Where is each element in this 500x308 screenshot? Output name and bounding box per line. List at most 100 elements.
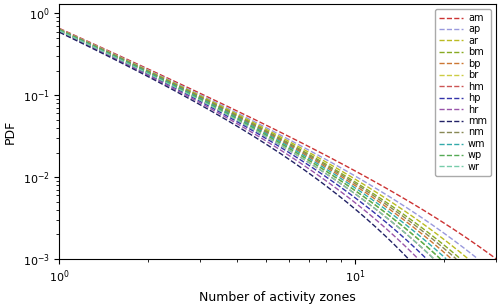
ar <box>323 160 329 164</box>
mm <box>404 255 410 259</box>
ap <box>318 155 324 159</box>
hr <box>56 30 62 34</box>
Y-axis label: PDF: PDF <box>4 120 17 144</box>
wm <box>324 168 330 172</box>
hr <box>382 225 388 229</box>
ap <box>316 154 322 158</box>
ar <box>437 235 443 238</box>
bm <box>449 250 455 254</box>
bp <box>390 210 396 213</box>
wp <box>362 195 368 199</box>
nm <box>453 257 459 261</box>
wp <box>128 63 134 67</box>
Line: wr: wr <box>60 31 434 259</box>
Line: bp: bp <box>60 30 452 259</box>
hm <box>302 158 308 162</box>
hm <box>431 257 437 261</box>
hr <box>344 195 350 199</box>
hp <box>398 233 404 237</box>
ap <box>316 154 322 158</box>
hp <box>344 190 350 194</box>
bm <box>412 221 418 225</box>
ar <box>402 209 408 213</box>
nm <box>432 240 438 243</box>
br <box>362 195 368 199</box>
Line: hp: hp <box>60 31 426 259</box>
wm <box>80 39 86 43</box>
ap <box>56 27 62 31</box>
wm <box>381 206 387 210</box>
bm <box>396 209 402 213</box>
nm <box>56 28 62 32</box>
mm <box>406 257 411 261</box>
hp <box>424 257 430 261</box>
hm <box>56 29 62 33</box>
mm <box>395 246 401 250</box>
wm <box>224 111 230 114</box>
hr <box>356 204 362 208</box>
mm <box>168 87 174 91</box>
wr <box>362 200 368 203</box>
bp <box>386 208 392 211</box>
br <box>56 29 62 32</box>
nm <box>312 157 318 161</box>
am <box>479 247 485 250</box>
ap <box>474 257 480 261</box>
mm <box>126 65 132 68</box>
Line: wp: wp <box>60 30 440 259</box>
br <box>438 257 444 261</box>
am <box>493 257 499 261</box>
hr <box>319 176 325 180</box>
hp <box>226 116 232 119</box>
bp <box>433 244 439 247</box>
Line: ar: ar <box>60 29 468 259</box>
bp <box>56 28 62 32</box>
hm <box>98 48 103 52</box>
Line: nm: nm <box>60 30 456 259</box>
nm <box>440 246 446 249</box>
wp <box>361 195 367 199</box>
br <box>256 129 262 133</box>
Line: br: br <box>60 30 440 259</box>
wp <box>56 29 62 32</box>
wp <box>256 129 262 133</box>
hr <box>323 179 329 183</box>
am <box>444 223 450 227</box>
am <box>348 167 354 171</box>
bm <box>104 50 110 53</box>
bp <box>336 173 342 177</box>
Line: wm: wm <box>60 30 446 259</box>
bm <box>398 211 404 214</box>
wm <box>186 91 192 94</box>
am <box>298 141 304 144</box>
mm <box>56 30 62 34</box>
Line: hr: hr <box>60 32 418 259</box>
hm <box>279 144 285 148</box>
Line: ap: ap <box>60 29 478 259</box>
ap <box>446 236 452 239</box>
ar <box>190 91 196 94</box>
am <box>462 235 468 239</box>
wr <box>98 48 103 52</box>
nm <box>290 145 296 148</box>
wr <box>302 158 308 162</box>
ar <box>448 244 454 247</box>
am <box>56 26 62 30</box>
Legend: am, ap, ar, bm, bp, br, hm, hp, hr, mm, nm, wm, wp, wr: am, ap, ar, bm, bp, br, hm, hp, hr, mm, … <box>435 9 491 176</box>
bp <box>448 257 454 261</box>
bp <box>408 224 414 227</box>
ap <box>69 33 75 37</box>
hm <box>362 200 368 203</box>
wr <box>56 29 62 33</box>
nm <box>84 41 90 44</box>
br <box>128 63 134 67</box>
hp <box>56 29 62 33</box>
bm <box>458 257 464 261</box>
nm <box>424 233 430 236</box>
wm <box>110 53 116 57</box>
wr <box>431 257 437 261</box>
wp <box>212 105 218 108</box>
br <box>361 195 367 199</box>
wp <box>373 204 379 207</box>
hm <box>244 124 250 128</box>
